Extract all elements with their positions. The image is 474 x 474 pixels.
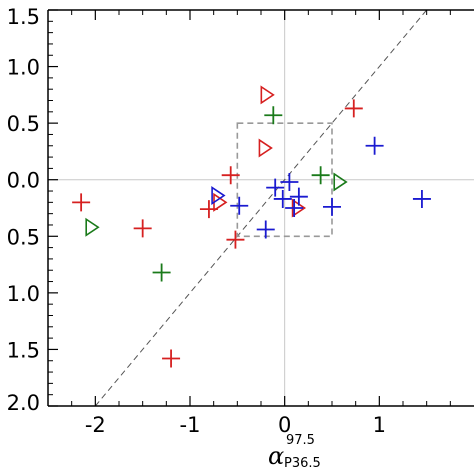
red-plus-point [133,219,152,238]
red-triangle-right-point [258,138,273,158]
diagonal-line [94,9,428,407]
blue-plus-point [266,178,285,197]
green-triangle-right-point [85,217,100,237]
green-plus-point [152,263,171,282]
y-tick-label: 0.5 [7,225,40,249]
blue-plus-point [280,172,299,191]
blue-triangle-right-point [211,186,226,206]
axis-ticks: -2 -1 0 1 1.5 1.0 0.5 0.0 0.5 1.0 1.5 2.0 [7,5,451,437]
x-axis-label: α 97.5 P36.5 [268,433,321,471]
blue-plus-point [230,196,249,215]
blue-plus-point [323,197,341,216]
red-plus-point [162,349,181,368]
data-points [72,85,431,368]
blue-plus-point [412,189,431,208]
y-tick-label: 0.0 [7,169,40,193]
red-plus-point [72,193,91,212]
x-axis-label-subscript: P36.5 [284,456,321,471]
green-triangle-right-point [333,172,348,192]
dashed-box [236,122,333,238]
green-plus-point [311,166,330,185]
y-tick-label: 1.5 [7,5,40,29]
x-tick-label: 1 [373,413,386,437]
red-plus-point [344,99,363,118]
y-tick-label: 2.0 [7,391,40,415]
blue-plus-point [273,189,292,208]
red-triangle-right-point [260,85,275,105]
x-axis-label-superscript: 97.5 [286,433,315,448]
blue-plus-point [256,220,275,239]
x-tick-label: 0 [278,413,291,437]
red-triangle-right-point [213,192,228,212]
x-tick-label: -2 [85,413,106,437]
green-plus-point [264,106,283,125]
guide-lines [48,9,474,407]
y-tick-label: 0.5 [7,112,40,136]
blue-plus-point [365,136,384,155]
red-plus-point [226,230,245,249]
red-plus-point [221,166,240,185]
x-tick-label: -1 [180,413,201,437]
blue-plus-point [285,199,304,217]
y-tick-label: 1.5 [7,338,40,362]
y-tick-label: 1.0 [7,282,40,306]
plot-frame [47,9,474,407]
x-axis-label-symbol: α [268,442,284,470]
y-tick-label: 1.0 [7,56,40,80]
blue-plus-point [289,187,308,206]
